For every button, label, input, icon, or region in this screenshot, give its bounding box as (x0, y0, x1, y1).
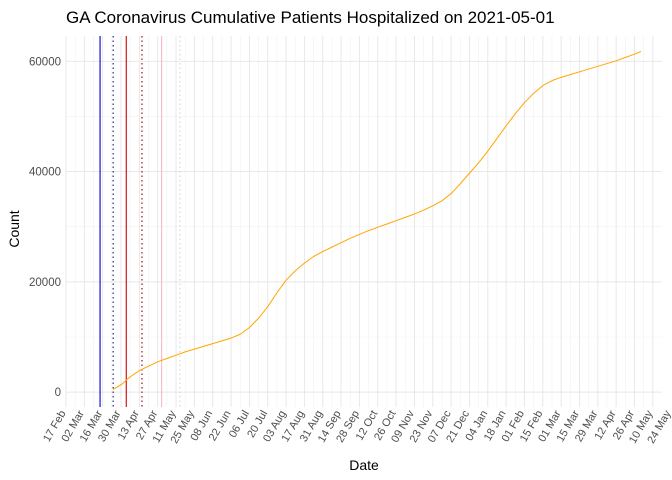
y-tick-label: 40000 (29, 167, 61, 179)
series-line (112, 50, 642, 390)
series-layer (112, 50, 642, 390)
grid-major (65, 36, 662, 407)
plot-area (65, 36, 662, 407)
y-axis-title: Count (6, 210, 22, 247)
y-tick-label: 0 (55, 387, 61, 399)
chart-title: GA Coronavirus Cumulative Patients Hospi… (66, 8, 555, 27)
y-axis-ticks: 0 20000 40000 60000 (29, 56, 61, 399)
y-tick-label: 20000 (29, 277, 61, 289)
y-tick-label: 60000 (29, 56, 61, 68)
x-axis-title: Date (349, 457, 379, 473)
event-lines (99, 36, 181, 407)
grid-minor (66, 36, 662, 407)
